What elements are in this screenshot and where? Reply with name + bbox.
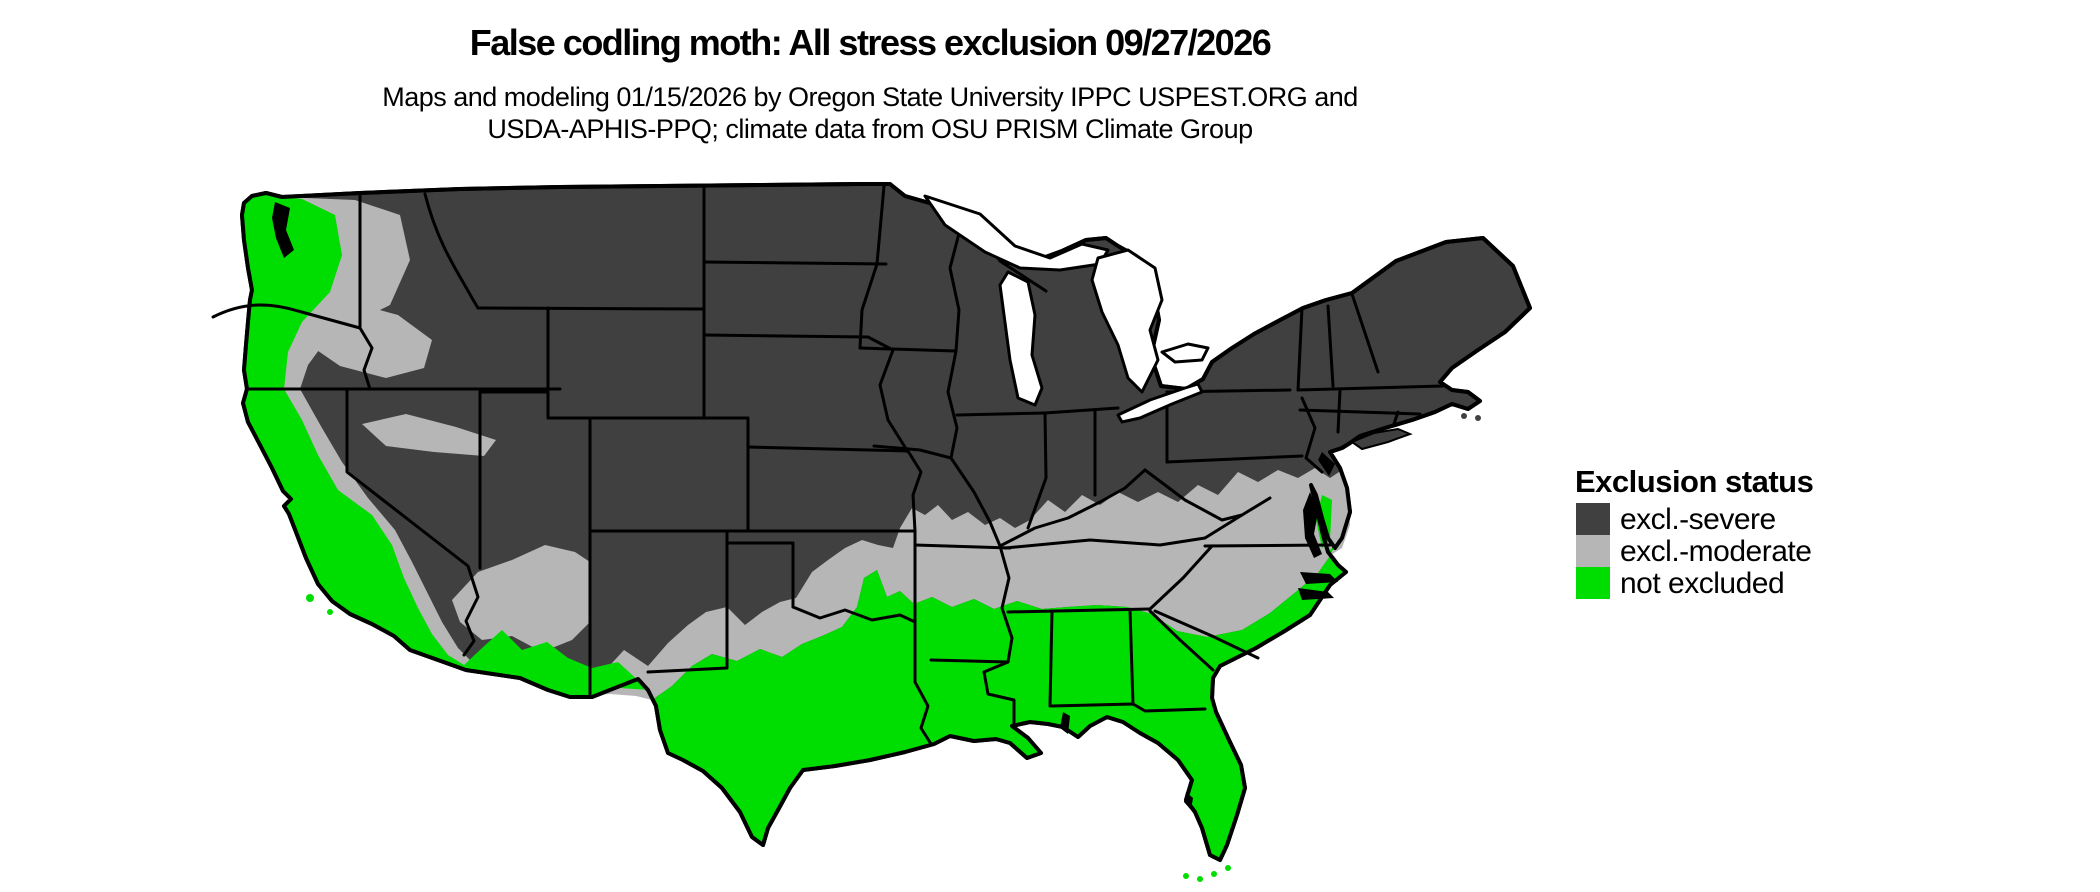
map-outline: [240, 182, 1532, 862]
map-region-excl-moderate-band: [556, 468, 1350, 700]
delaware-bay-icon: [1318, 452, 1335, 476]
lake-michigan-icon: [998, 270, 1044, 407]
florida-keys-icon: [1225, 865, 1231, 871]
legend-label-excl-severe: excl.-severe: [1620, 503, 1776, 536]
legend-swatch-excl-severe: [1576, 503, 1610, 535]
legend-label-not-excluded: not excluded: [1620, 567, 1785, 600]
map-region-not-excluded-west: [242, 193, 650, 697]
map-region-not-excluded-south: [652, 545, 1346, 860]
coastal-inlets: [272, 202, 1338, 810]
lake-ontario-icon: [1160, 342, 1210, 364]
legend-swatch-excl-moderate: [1576, 535, 1610, 567]
albemarle-sound-icon: [1300, 572, 1338, 584]
long-island-icon: [1349, 427, 1413, 451]
map-patch-moderate-snake: [362, 414, 496, 456]
florida-keys-icon: [1211, 871, 1217, 877]
lake-erie-icon: [1116, 382, 1204, 424]
channel-islands-icon: [306, 594, 314, 602]
puget-sound-icon: [272, 202, 294, 258]
tampa-bay-icon: [1184, 792, 1193, 810]
chesapeake-bay-icon: [1303, 492, 1322, 558]
lake-huron-icon: [1090, 248, 1164, 394]
islands: [306, 413, 1481, 882]
map-subtitle-line1: Maps and modeling 01/15/2026 by Oregon S…: [382, 82, 1358, 112]
florida-keys-icon: [1197, 876, 1203, 882]
mobile-bay-icon: [1060, 712, 1070, 734]
great-lakes: [923, 194, 1210, 424]
map-subtitle-line2: USDA-APHIS-PPQ; climate data from OSU PR…: [487, 114, 1253, 144]
map-title: False codling moth: All stress exclusion…: [469, 22, 1272, 63]
legend-swatch-not-excluded: [1576, 567, 1610, 599]
nantucket-icon: [1461, 413, 1467, 419]
florida-keys-icon: [1183, 873, 1189, 879]
marthas-vineyard-icon: [1475, 415, 1481, 421]
map-patch-moderate-arizona: [452, 545, 590, 652]
pamlico-sound-icon: [1298, 588, 1334, 600]
legend-label-excl-moderate: excl.-moderate: [1620, 535, 1812, 568]
legend-swatches: [1576, 503, 1610, 599]
legend-title: Exclusion status: [1575, 464, 1814, 499]
channel-islands-icon: [327, 609, 333, 615]
